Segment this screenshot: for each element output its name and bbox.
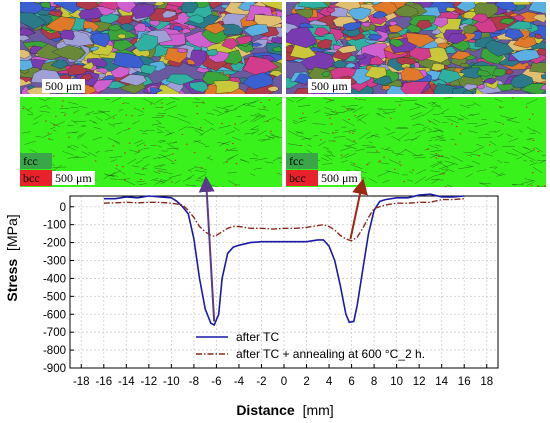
x-axis-title: Distance [mm] — [236, 402, 333, 418]
micrograph-title: Euler Color 2 — [138, 3, 156, 7]
series-line-annealed — [103, 198, 465, 242]
phase-map-right: fcc bcc 500 μm — [286, 97, 546, 187]
y-tick-label: -200 — [43, 238, 66, 250]
x-tick-label: 18 — [480, 376, 493, 388]
x-tick-label: -4 — [234, 376, 245, 388]
y-axis-title: Stress [MPa] — [4, 214, 20, 301]
arrow-to-right-micrograph — [349, 178, 368, 240]
x-tick-label: -18 — [73, 376, 90, 388]
x-tick-label: -10 — [163, 376, 180, 388]
x-tick-label: -16 — [95, 376, 112, 388]
y-axis-title-main: Stress — [4, 259, 20, 302]
phase-map-left: fcc bcc 500 μm — [20, 97, 282, 187]
x-tick-label: 0 — [281, 376, 287, 388]
x-tick-label: 12 — [413, 376, 426, 388]
x-tick-label: 2 — [303, 376, 309, 388]
bcc-legend-chip: bcc — [286, 170, 318, 186]
legend: after TC after TC + annealing at 600 °C_… — [196, 330, 425, 361]
x-tick-label: 6 — [348, 376, 354, 388]
legend-label-after-tc: after TC — [236, 330, 279, 344]
x-tick-label: -2 — [256, 376, 266, 388]
bcc-legend-chip: bcc — [20, 170, 52, 186]
x-tick-label: -6 — [211, 376, 221, 388]
y-tick-label: 0 — [60, 202, 66, 214]
micrograph-top-left: Euler Color 2 500 μm — [20, 2, 282, 94]
micrograph-title: Euler Color 2 — [404, 3, 422, 7]
y-tick-label: -100 — [43, 220, 66, 232]
x-axis-title-unit: [mm] — [303, 402, 334, 418]
y-tick-label: -500 — [43, 291, 66, 303]
y-tick-label: -900 — [43, 363, 66, 375]
x-tick-label: 4 — [326, 376, 333, 388]
fcc-legend-chip: fcc — [286, 153, 318, 169]
scale-bar-label: 500 μm — [308, 79, 351, 93]
scale-bar-label: 500 μm — [318, 171, 361, 185]
euler-map-left — [20, 2, 282, 94]
x-tick-label: -12 — [141, 376, 158, 388]
y-tick-label: -800 — [43, 345, 66, 357]
x-tick-label: -8 — [189, 376, 199, 388]
y-tick-label: -300 — [43, 256, 66, 268]
micrograph-top-right: Euler Color 2 500 μm — [286, 2, 546, 94]
y-tick-label: -700 — [43, 327, 66, 339]
fcc-legend-chip: fcc — [20, 153, 52, 169]
x-tick-label: 14 — [435, 376, 448, 388]
y-tick-label: -400 — [43, 273, 66, 285]
x-tick-label: 8 — [371, 376, 377, 388]
x-tick-label: -14 — [118, 376, 135, 388]
x-tick-label: 16 — [458, 376, 471, 388]
euler-map-right — [286, 2, 546, 94]
scale-bar-label: 500 μm — [52, 171, 95, 185]
legend-label-annealed: after TC + annealing at 600 °C_2 h. — [236, 347, 425, 361]
x-axis-title-main: Distance — [236, 402, 295, 418]
y-tick-label: -600 — [43, 309, 66, 321]
plot-frame — [69, 195, 499, 369]
arrow-to-left-micrograph — [198, 176, 216, 322]
y-axis-title-unit: [MPa] — [4, 214, 20, 251]
scale-bar-label: 500 μm — [42, 79, 85, 93]
series-line-after-tc — [103, 193, 465, 327]
x-tick-label: 10 — [390, 376, 403, 388]
phase-texture-right — [286, 97, 546, 187]
